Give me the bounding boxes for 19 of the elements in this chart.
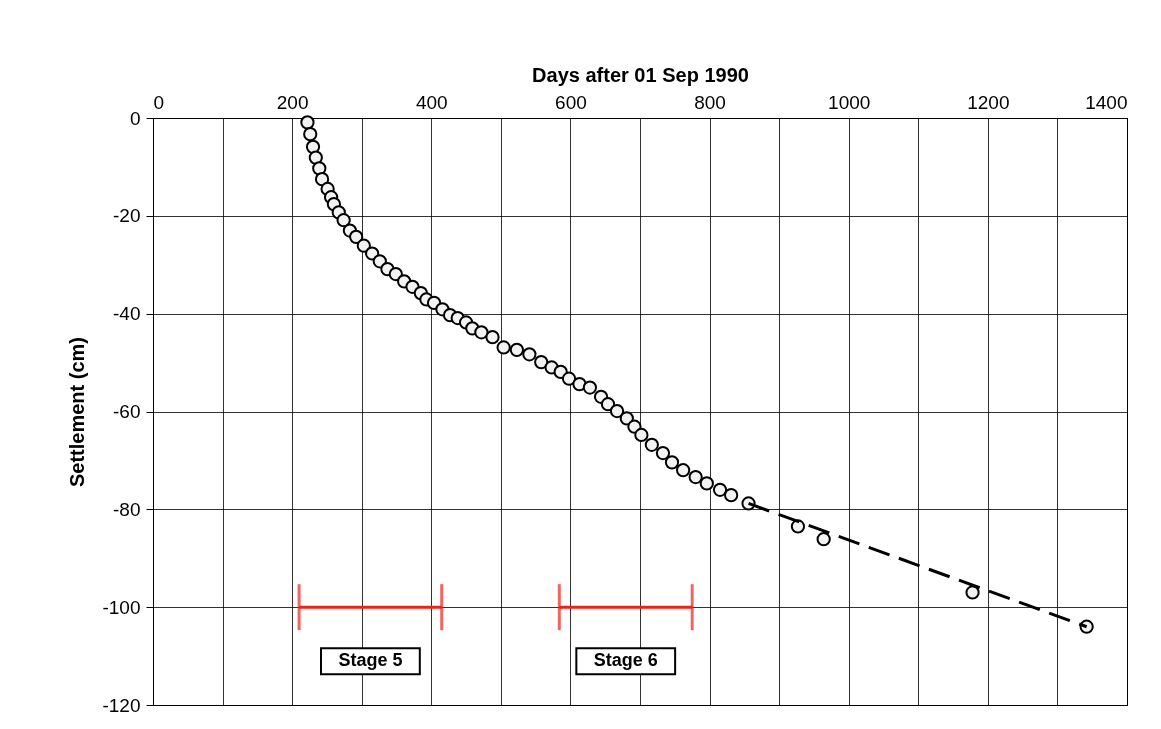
x-tick-label: 600: [555, 91, 587, 113]
x-tick-label: 0: [153, 91, 165, 113]
y-tick-label: -20: [113, 205, 141, 227]
annotation: Stage 6: [593, 650, 658, 671]
annotation: Stage 5: [338, 650, 403, 671]
y-tick-label: -120: [102, 694, 141, 716]
x-tick-label: 1000: [828, 91, 871, 113]
y-tick-label: -60: [113, 401, 141, 422]
y-axis-title: Settlement (cm): [66, 336, 89, 488]
x-tick-label: 200: [276, 91, 309, 113]
x-tick-label: 1200: [967, 91, 1010, 113]
y-tick-label: -40: [113, 303, 141, 325]
y-tick-label: 0: [129, 107, 141, 129]
x-tick-label: 800: [694, 91, 726, 113]
x-tick-label: 400: [415, 91, 448, 113]
y-tick-label: -80: [113, 498, 141, 520]
y-tick-label: -100: [102, 596, 141, 618]
x-axis-title: Days after 01 Sep 1990: [532, 63, 749, 86]
x-tick-label: 1400: [1085, 91, 1128, 113]
